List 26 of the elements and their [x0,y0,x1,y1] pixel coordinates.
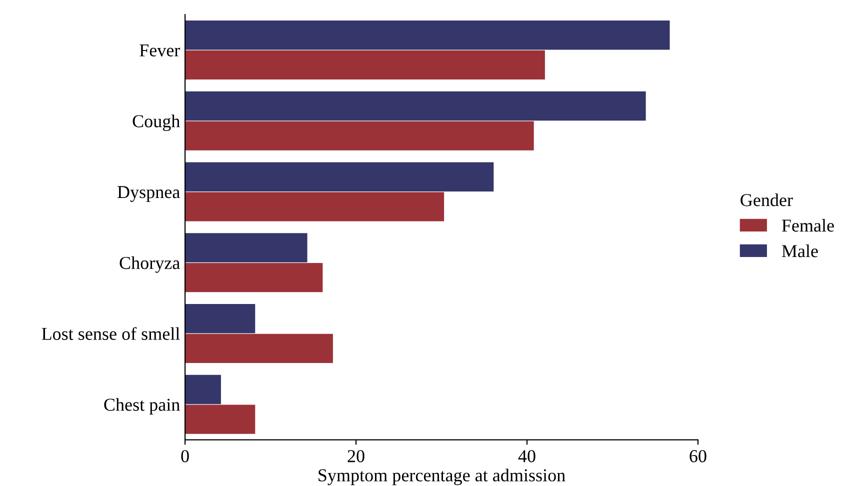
y-tick-label: Fever [140,44,180,56]
x-tick-label: 60 [690,450,706,462]
y-tick-label: Dyspnea [118,186,180,202]
y-tick-label: Lost sense of smell [42,327,180,340]
bar [185,404,256,434]
x-tick-label: 40 [518,450,536,462]
bar [185,334,333,363]
y-tick-label: Choryza [120,256,180,273]
bar [185,192,444,222]
y-tick-label: Chest pain [104,398,180,414]
x-tick-label: 20 [348,450,364,462]
bar [185,233,308,262]
legend-label: Male [782,244,818,258]
bar [185,162,494,192]
bar [185,91,646,121]
legend-label: Female [782,219,834,232]
bar [185,262,323,292]
bar [185,20,670,50]
x-axis-title: Symptom percentage at admission [318,468,566,486]
bar [185,374,221,404]
bar [185,121,534,150]
y-tick-label: Cough [132,114,180,132]
bar [185,50,545,80]
x-tick-label: 0 [181,450,189,462]
legend-title: Gender [740,194,793,206]
bar [185,304,256,334]
